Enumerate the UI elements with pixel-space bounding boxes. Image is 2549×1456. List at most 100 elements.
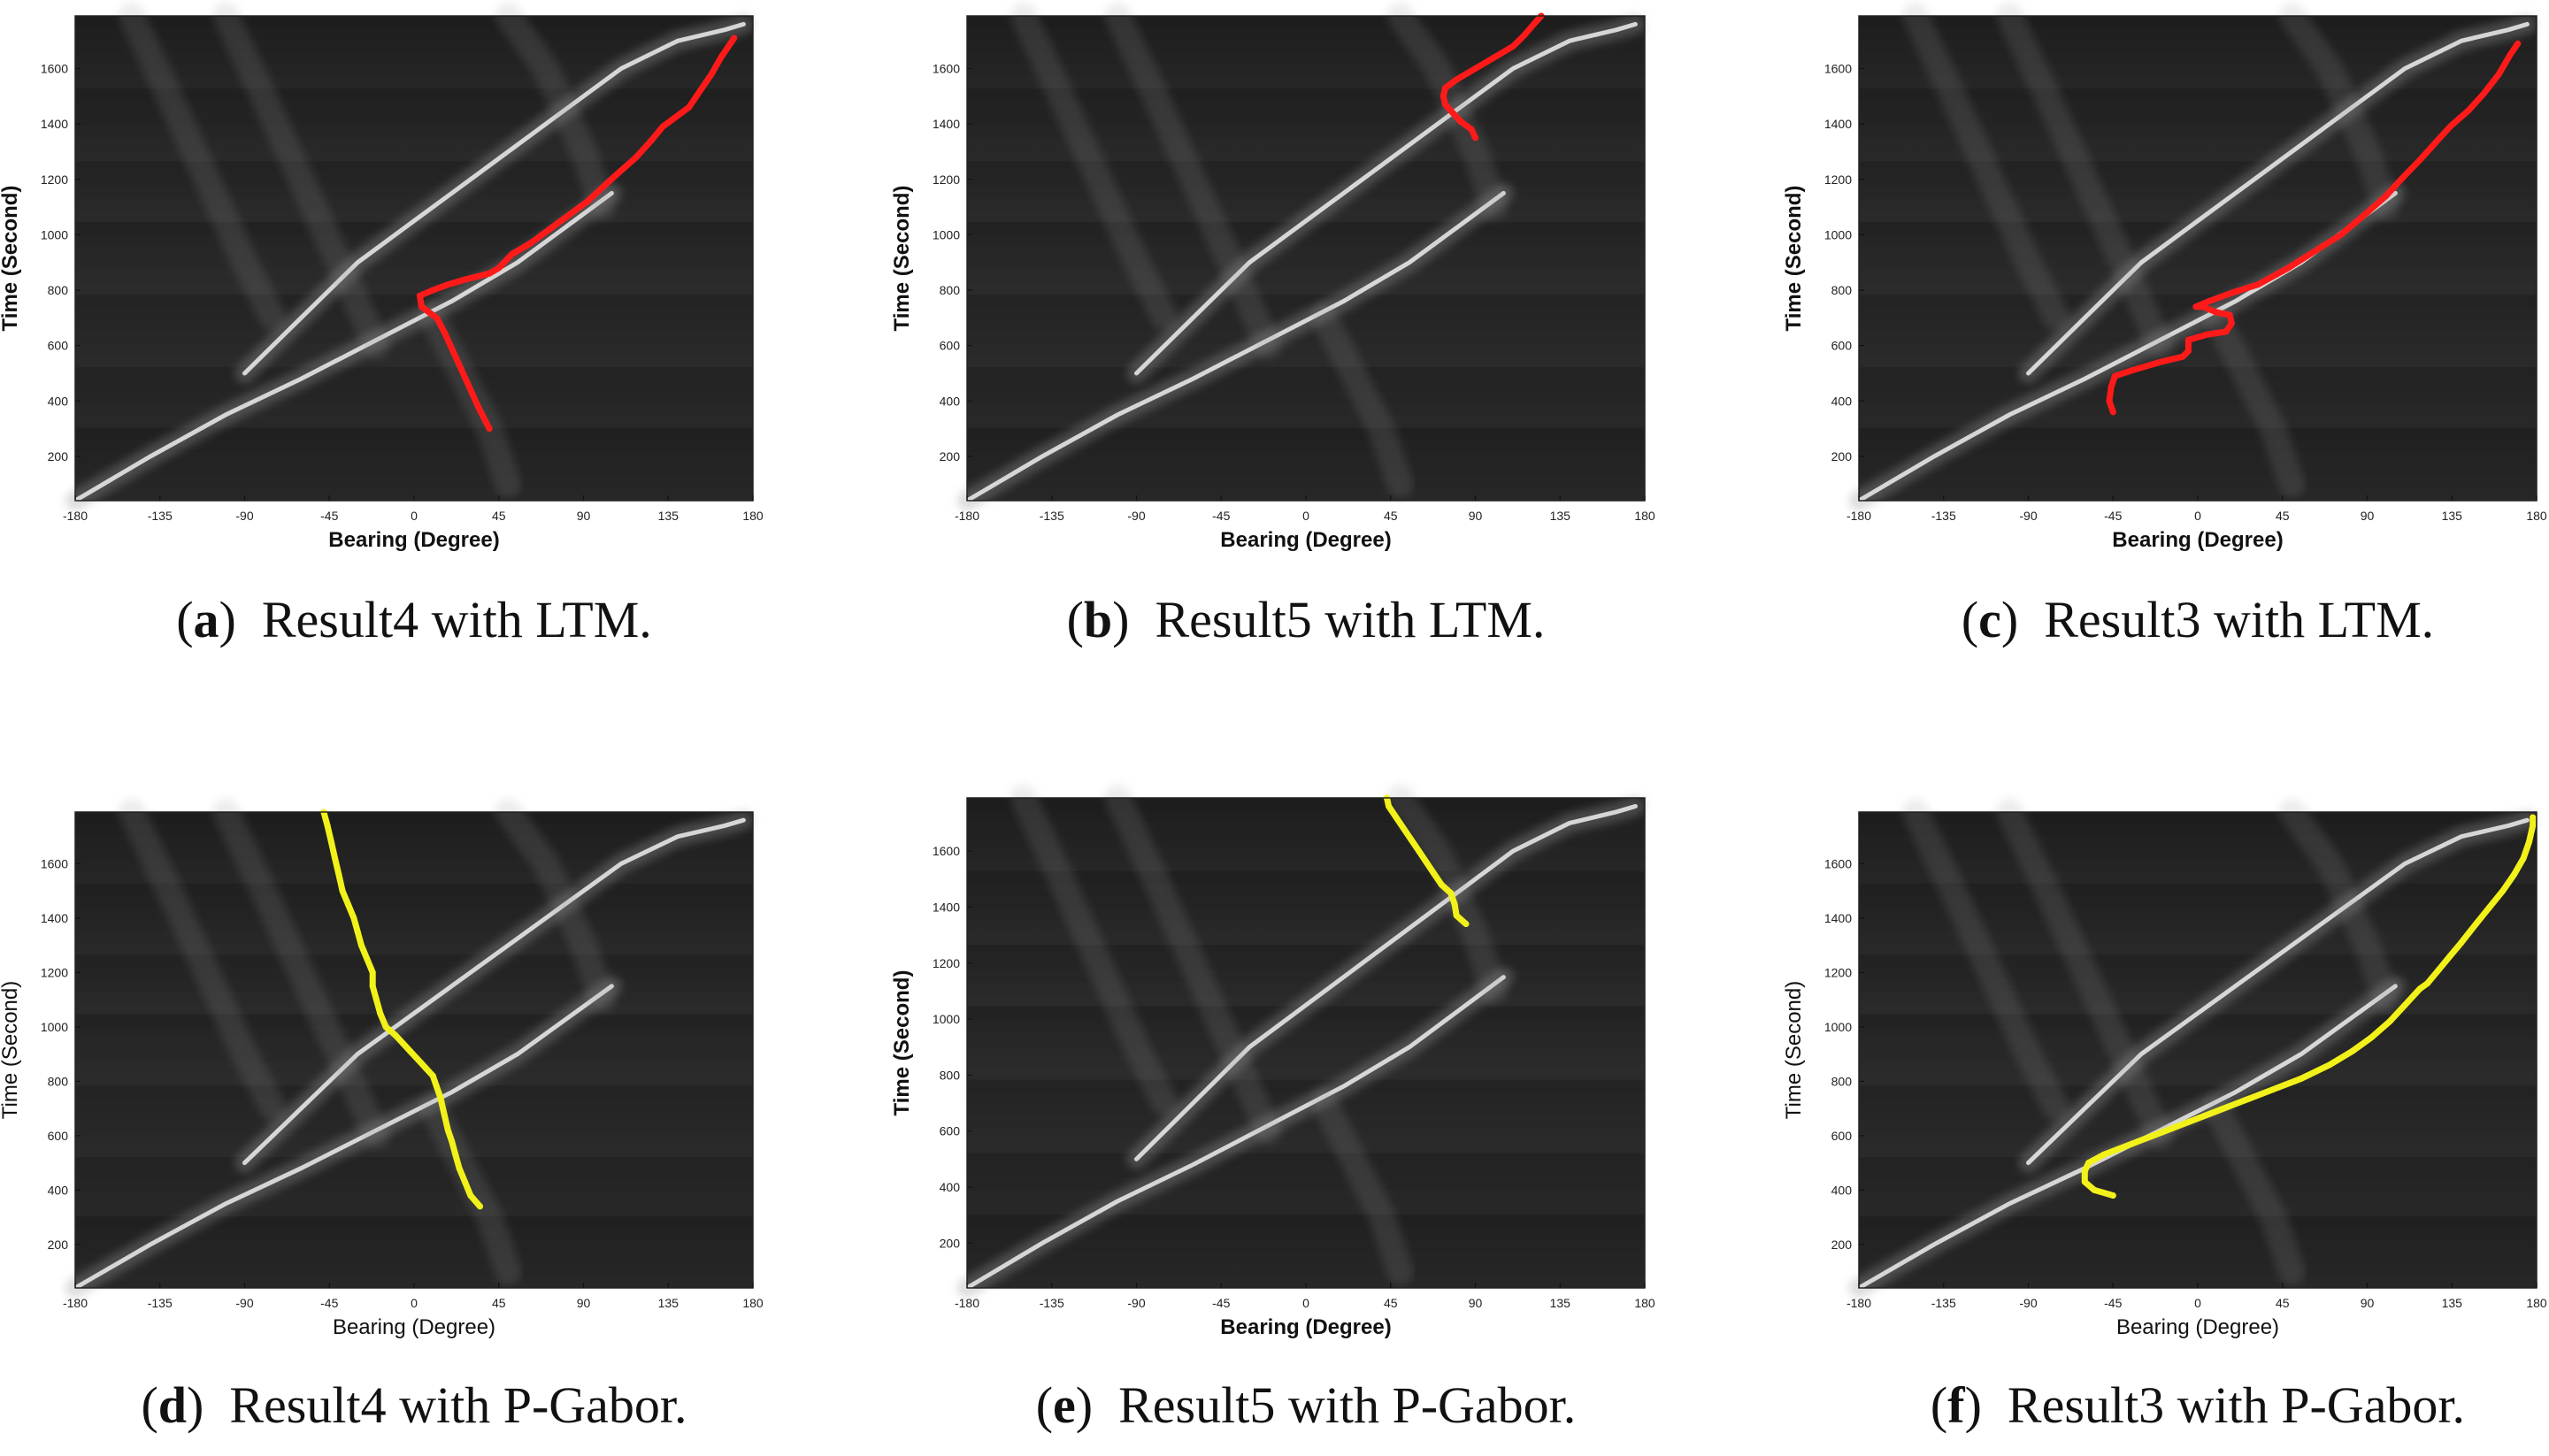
caption-text: ) Result3 with P-Gabor. — [1965, 1376, 2465, 1434]
y-tick-label: 1200 — [1824, 172, 1852, 187]
track-point — [509, 250, 516, 257]
track-point — [671, 115, 678, 122]
x-tick-label: 180 — [742, 509, 764, 523]
track-point — [474, 403, 481, 410]
y-tick-label: 600 — [1831, 339, 1853, 353]
track-point — [2106, 397, 2113, 404]
caption-paren-open: ( — [1962, 591, 1978, 648]
x-tick-label: -45 — [320, 1296, 338, 1310]
x-tick-label: 135 — [2442, 509, 2463, 523]
x-tick-label: -180 — [63, 509, 88, 523]
x-tick-label: -180 — [1846, 509, 1871, 523]
y-axis-label: Time (Second) — [890, 970, 914, 1116]
caption-letter: c — [1978, 591, 2001, 648]
x-tick-label: -90 — [2019, 1296, 2037, 1310]
y-tick-label: 1400 — [41, 117, 68, 131]
x-tick-label: -135 — [1931, 1296, 1956, 1310]
y-tick-label: 800 — [48, 283, 69, 297]
track-point — [2200, 303, 2207, 310]
y-tick-label: 1600 — [933, 61, 960, 75]
x-tick-label: 180 — [2526, 1296, 2547, 1310]
trace-glow — [212, 3, 390, 359]
track-point — [1451, 900, 1458, 908]
x-tick-label: 45 — [492, 509, 506, 523]
track-point — [2284, 264, 2292, 272]
panel-caption: (e) Result5 with P-Gabor. — [1036, 1376, 1577, 1434]
x-tick-label: 90 — [1469, 509, 1483, 523]
x-tick-label: -45 — [2104, 1296, 2122, 1310]
track-point — [324, 822, 331, 829]
track-point — [2473, 920, 2480, 927]
track-point — [414, 1056, 421, 1063]
trace-glow — [1386, 785, 1508, 1005]
track-point — [2480, 90, 2487, 97]
trace-glow — [2203, 1095, 2306, 1285]
track-point — [1408, 837, 1415, 843]
track-point — [2241, 1097, 2248, 1104]
caption-paren-open: ( — [176, 591, 193, 648]
trace-glow — [1311, 1090, 1414, 1284]
x-tick-label: -45 — [1212, 1296, 1230, 1310]
track-point — [708, 71, 715, 78]
track-point — [2368, 1034, 2375, 1041]
y-tick-label: 200 — [1831, 449, 1853, 464]
track-point — [633, 154, 640, 161]
x-axis-label: Bearing (Degree) — [333, 1315, 495, 1339]
track-point — [407, 1048, 414, 1054]
caption-paren-open: ( — [1931, 1376, 1947, 1434]
y-tick-label: 1600 — [1824, 61, 1852, 75]
track-point — [2091, 1186, 2098, 1193]
y-tick-label: 200 — [940, 449, 961, 464]
y-tick-label: 800 — [940, 283, 961, 297]
x-tick-label: -90 — [235, 509, 253, 523]
trace-glow — [1386, 3, 1508, 221]
track-point — [2129, 367, 2135, 374]
track-point — [2100, 1151, 2108, 1158]
track-point — [2228, 289, 2235, 296]
x-tick-label: 135 — [1550, 509, 1571, 523]
trace-glow — [1311, 304, 1414, 498]
caption-paren-open: ( — [1067, 591, 1084, 648]
y-tick-label: 1200 — [41, 172, 68, 187]
y-tick-label: 200 — [48, 449, 69, 464]
track-point — [464, 378, 471, 385]
bright-trace — [2026, 21, 2530, 376]
track-point — [467, 1192, 474, 1199]
trace-glow — [495, 799, 616, 1014]
track-point — [1521, 32, 1528, 39]
y-tick-label: 1000 — [1824, 227, 1852, 241]
track-point — [727, 40, 733, 47]
plot-shade — [1859, 16, 2537, 501]
track-point — [339, 887, 346, 894]
track-point — [2486, 904, 2493, 911]
panel-caption: (b) Result5 with LTM. — [1067, 591, 1546, 648]
track-point — [1491, 54, 1498, 61]
track-point — [1509, 42, 1516, 50]
track-point — [599, 184, 606, 191]
x-tick-label: 135 — [658, 509, 679, 523]
y-tick-label: 200 — [1831, 1238, 1853, 1252]
track-point — [1453, 76, 1460, 83]
panel-d: -180 -135 -90 -45 0 45 90 135 180 200 400 600 800 100… — [0, 799, 764, 1434]
trace-glow — [212, 799, 390, 1149]
trace-glow — [1901, 799, 2070, 1123]
track-point — [486, 270, 493, 277]
panel-caption: (f) Result3 with P-Gabor. — [1931, 1376, 2465, 1434]
track-point — [452, 353, 459, 360]
x-tick-label: -90 — [1127, 509, 1145, 523]
track-point — [2184, 348, 2192, 355]
track-point — [464, 276, 471, 282]
x-tick-label: -135 — [1040, 1296, 1064, 1310]
trace-glow — [1010, 785, 1179, 1117]
track-point — [477, 1203, 483, 1210]
track-point — [2326, 1061, 2333, 1069]
caption-letter: f — [1947, 1376, 1965, 1434]
y-tick-label: 1000 — [1824, 1020, 1852, 1034]
track-point — [372, 996, 380, 1003]
x-tick-label: -135 — [148, 1296, 173, 1310]
track-point — [2416, 985, 2423, 992]
x-tick-label: 0 — [1302, 509, 1309, 523]
track-point — [2338, 231, 2345, 238]
track-point — [452, 1151, 459, 1158]
